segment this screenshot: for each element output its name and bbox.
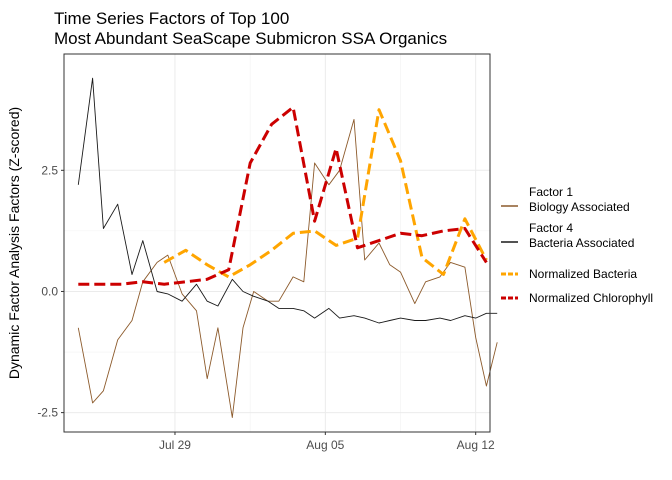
- title-line-2: Most Abundant SeaScape Submicron SSA Org…: [54, 29, 447, 48]
- legend-label: Factor 4: [529, 221, 573, 235]
- series-line-factor-4-bacteria-associated: [77, 77, 498, 324]
- y-tick-label: 2.5: [41, 163, 58, 177]
- grid: [64, 54, 490, 432]
- y-axis-title: Dynamic Factor Analysis Factors (Z-score…: [6, 107, 22, 379]
- x-axis: Jul 29 Aug 05 Aug 12: [159, 432, 495, 452]
- legend-label: Normalized Bacteria: [529, 267, 637, 281]
- panel-border: [63, 53, 491, 433]
- series-line-normalized-bacteria: [163, 108, 488, 279]
- x-tick-label: Jul 29: [159, 438, 191, 452]
- title-line-1: Time Series Factors of Top 100: [54, 9, 289, 28]
- y-tick-label: 0.0: [41, 284, 58, 298]
- legend-label: Factor 1: [529, 185, 573, 199]
- x-tick-label: Aug 12: [457, 438, 495, 452]
- legend-label: Bacteria Associated: [529, 236, 634, 250]
- chart-title: Time Series Factors of Top 100 Most Abun…: [54, 9, 447, 48]
- legend-item-normalized-bacteria: Normalized Bacteria: [501, 267, 637, 281]
- y-axis: -2.5 0.0 2.5: [37, 163, 64, 420]
- x-tick-label: Aug 05: [306, 438, 344, 452]
- series-line-factor-1-biology-associated: [77, 118, 498, 418]
- legend-label: Normalized Chlorophyll: [529, 291, 653, 305]
- legend-item-normalized-chlorophyll: Normalized Chlorophyll: [501, 291, 653, 305]
- legend-label: Biology Associated: [529, 200, 630, 214]
- series-layer: [77, 77, 498, 418]
- y-tick-label: -2.5: [37, 406, 58, 420]
- series-line-normalized-chlorophyll: [78, 105, 488, 286]
